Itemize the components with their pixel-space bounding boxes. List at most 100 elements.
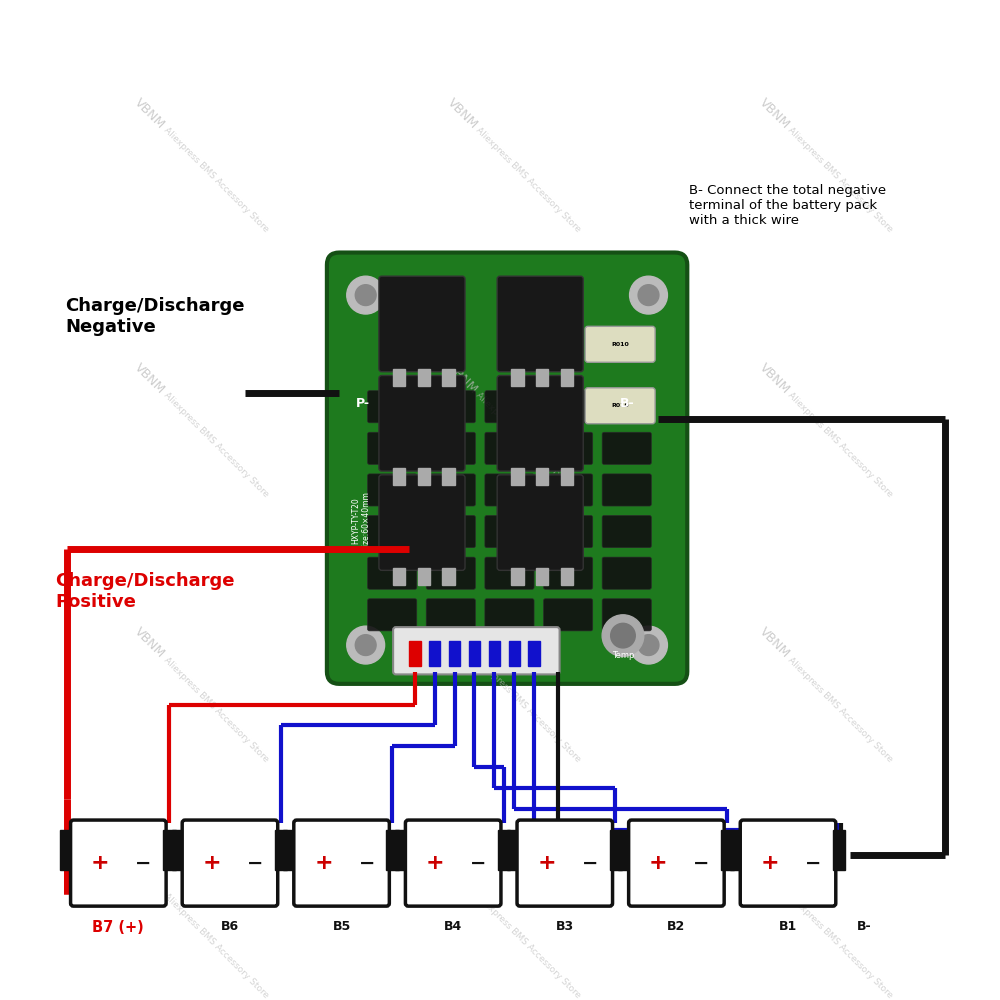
FancyBboxPatch shape (544, 557, 593, 589)
Text: R010: R010 (611, 342, 629, 347)
Text: Aliexpress BMS Accessory Store: Aliexpress BMS Accessory Store (474, 390, 583, 499)
Bar (386, 830, 399, 870)
Circle shape (630, 276, 667, 314)
Bar (561, 568, 573, 585)
Circle shape (347, 276, 385, 314)
Bar (498, 830, 510, 870)
FancyBboxPatch shape (368, 432, 417, 464)
FancyBboxPatch shape (426, 474, 475, 506)
Text: −: − (582, 854, 598, 873)
FancyBboxPatch shape (497, 475, 583, 570)
Bar (442, 369, 455, 386)
Text: B3: B3 (556, 920, 574, 933)
Text: B-: B- (620, 397, 635, 410)
Text: +: + (314, 853, 333, 873)
FancyBboxPatch shape (368, 515, 417, 548)
Text: +: + (761, 853, 779, 873)
Text: −: − (805, 854, 821, 873)
Text: Aliexpress BMS Accessory Store: Aliexpress BMS Accessory Store (474, 655, 583, 764)
Bar (561, 468, 573, 485)
FancyBboxPatch shape (426, 599, 475, 631)
FancyBboxPatch shape (602, 515, 651, 548)
Text: +: + (649, 853, 668, 873)
Text: B1: B1 (779, 920, 797, 933)
Bar (511, 369, 524, 386)
Text: VBNM: VBNM (444, 625, 480, 661)
Bar (618, 830, 631, 870)
Bar (469, 641, 480, 666)
FancyBboxPatch shape (485, 391, 534, 423)
FancyBboxPatch shape (544, 515, 593, 548)
FancyBboxPatch shape (368, 391, 417, 423)
Text: P-: P- (356, 397, 370, 410)
Bar (536, 369, 548, 386)
FancyBboxPatch shape (393, 627, 560, 674)
Text: Charge/Discharge
Negative: Charge/Discharge Negative (65, 297, 244, 336)
Text: Aliexpress BMS Accessory Store: Aliexpress BMS Accessory Store (162, 655, 270, 764)
FancyBboxPatch shape (485, 515, 534, 548)
FancyBboxPatch shape (629, 820, 724, 906)
Bar (418, 568, 430, 585)
Bar (536, 468, 548, 485)
Bar (418, 369, 430, 386)
Bar (393, 369, 405, 386)
FancyBboxPatch shape (485, 474, 534, 506)
Text: Temp: Temp (612, 651, 634, 660)
FancyBboxPatch shape (602, 391, 651, 423)
Text: B2: B2 (667, 920, 686, 933)
Text: Size:60×40mm: Size:60×40mm (361, 491, 370, 550)
FancyBboxPatch shape (544, 391, 593, 423)
FancyBboxPatch shape (740, 820, 836, 906)
Text: Charge/Discharge
Positive: Charge/Discharge Positive (55, 572, 235, 611)
FancyBboxPatch shape (379, 376, 465, 471)
Text: −: − (135, 854, 152, 873)
Text: B6: B6 (221, 920, 239, 933)
Text: VBNM: VBNM (132, 862, 168, 897)
Text: R010: R010 (611, 403, 629, 408)
FancyBboxPatch shape (426, 432, 475, 464)
FancyBboxPatch shape (602, 474, 651, 506)
Text: Aliexpress BMS Accessory Store: Aliexpress BMS Accessory Store (786, 655, 895, 764)
Text: HXYP-TY-T20: HXYP-TY-T20 (351, 497, 360, 544)
Text: VBNM: VBNM (132, 96, 168, 131)
Circle shape (611, 623, 635, 648)
Circle shape (347, 626, 385, 664)
Bar (489, 641, 500, 666)
Text: +: + (426, 853, 445, 873)
Circle shape (355, 635, 376, 655)
Circle shape (630, 626, 667, 664)
Text: Aliexpress BMS Accessory Store: Aliexpress BMS Accessory Store (474, 126, 583, 234)
FancyBboxPatch shape (485, 599, 534, 631)
Bar (172, 830, 185, 870)
FancyBboxPatch shape (485, 432, 534, 464)
Bar (442, 468, 455, 485)
Bar (511, 568, 524, 585)
FancyBboxPatch shape (544, 474, 593, 506)
Text: Aliexpress BMS Accessory Store: Aliexpress BMS Accessory Store (162, 390, 270, 499)
Text: VBNM: VBNM (132, 361, 168, 396)
Bar (610, 830, 622, 870)
Text: −: − (470, 854, 487, 873)
FancyBboxPatch shape (602, 557, 651, 589)
Bar (393, 568, 405, 585)
Bar (283, 830, 297, 870)
Text: Aliexpress BMS Accessory Store: Aliexpress BMS Accessory Store (162, 892, 270, 1000)
FancyBboxPatch shape (497, 276, 583, 372)
FancyBboxPatch shape (182, 820, 278, 906)
Bar (275, 830, 287, 870)
Text: VBNM: VBNM (757, 862, 792, 897)
Text: +: + (203, 853, 221, 873)
FancyBboxPatch shape (544, 432, 593, 464)
Text: B7 (+): B7 (+) (92, 920, 144, 935)
Text: Aliexpress BMS Accessory Store: Aliexpress BMS Accessory Store (786, 126, 895, 234)
FancyBboxPatch shape (368, 557, 417, 589)
FancyBboxPatch shape (485, 557, 534, 589)
Bar (449, 641, 460, 666)
Text: B4: B4 (444, 920, 462, 933)
Circle shape (638, 285, 659, 306)
Bar (561, 369, 573, 386)
FancyBboxPatch shape (585, 326, 655, 362)
FancyBboxPatch shape (585, 388, 655, 424)
Bar (536, 568, 548, 585)
Text: VBNM: VBNM (444, 862, 480, 897)
